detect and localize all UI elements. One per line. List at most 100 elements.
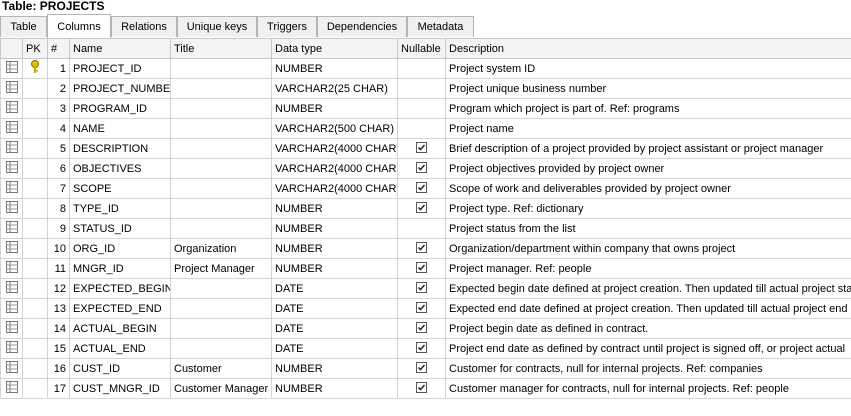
column-name: TYPE_ID xyxy=(69,198,171,219)
data-type: NUMBER xyxy=(271,258,398,279)
data-type: NUMBER xyxy=(271,58,398,79)
tab[interactable]: Columns xyxy=(47,14,111,39)
column-name: CUST_ID xyxy=(69,358,171,379)
data-type: VARCHAR2(4000 CHAR) xyxy=(271,138,398,159)
tab[interactable]: Table xyxy=(0,16,47,37)
row-number: 3 xyxy=(47,98,70,119)
tab[interactable]: Unique keys xyxy=(177,16,257,37)
data-type: VARCHAR2(25 CHAR) xyxy=(271,78,398,99)
column-name: NAME xyxy=(69,118,171,139)
row-icon-cell xyxy=(0,178,23,199)
nullable-cell xyxy=(397,198,446,219)
tab[interactable]: Dependencies xyxy=(317,16,407,37)
header-row: PK # Name Title Data type Nullable Description xyxy=(0,38,851,59)
data-type: DATE xyxy=(271,318,398,339)
pk-cell xyxy=(22,138,48,159)
column-description: Project begin date as defined in contrac… xyxy=(445,318,851,339)
data-type: VARCHAR2(4000 CHAR) xyxy=(271,158,398,179)
row-icon-cell xyxy=(0,218,23,239)
row-icon-cell xyxy=(0,198,23,219)
row-icon-cell xyxy=(0,138,23,159)
grid-row: 6 OBJECTIVES VARCHAR2(4000 CHAR) Project ob… xyxy=(0,158,851,179)
column-description: Brief description of a project provided … xyxy=(445,138,851,159)
pk-cell xyxy=(22,378,48,399)
grid-row: 9 STATUS_ID NUMBER Project status from the … xyxy=(0,218,851,239)
column-icon xyxy=(5,141,18,153)
nullable-cell xyxy=(397,158,446,179)
grid-row: 10 ORG_ID Organization NUMBER Organization/d… xyxy=(0,238,851,259)
pk-cell xyxy=(22,358,48,379)
nullable-cell xyxy=(397,218,446,239)
tab[interactable]: Triggers xyxy=(257,16,317,37)
nullable-cell xyxy=(397,378,446,399)
row-number: 14 xyxy=(47,318,70,339)
tab[interactable]: Metadata xyxy=(407,16,474,37)
column-title xyxy=(170,338,272,359)
pk-cell xyxy=(22,118,48,139)
grid-row: 5 DESCRIPTION VARCHAR2(4000 CHAR) Brief des… xyxy=(0,138,851,159)
nullable-checkbox xyxy=(416,241,427,253)
column-description: Scope of work and deliverables provided … xyxy=(445,178,851,199)
data-type: DATE xyxy=(271,338,398,359)
pk-cell xyxy=(22,198,48,219)
column-name: EXPECTED_END xyxy=(69,298,171,319)
grid-row: 7 SCOPE VARCHAR2(4000 CHAR) Scope of work a… xyxy=(0,178,851,199)
tab-bar: Table Columns Relations Unique keys Triggers… xyxy=(0,14,851,39)
nullable-cell xyxy=(397,98,446,119)
grid-row: 8 TYPE_ID NUMBER Project type. Ref: diction… xyxy=(0,198,851,219)
pk-cell xyxy=(22,218,48,239)
column-title xyxy=(170,198,272,219)
row-icon-cell xyxy=(0,358,23,379)
header-cell: Nullable xyxy=(397,38,446,59)
column-icon xyxy=(5,361,18,373)
column-icon xyxy=(5,181,18,193)
tab[interactable]: Relations xyxy=(111,16,177,37)
column-icon xyxy=(5,221,18,233)
column-description: Expected end date defined at project cre… xyxy=(445,298,851,319)
column-icon xyxy=(5,121,18,133)
column-description: Customer for contracts, null for interna… xyxy=(445,358,851,379)
column-name: DESCRIPTION xyxy=(69,138,171,159)
column-name: ACTUAL_BEGIN xyxy=(69,318,171,339)
column-title xyxy=(170,318,272,339)
column-title xyxy=(170,278,272,299)
pk-cell xyxy=(22,98,48,119)
nullable-checkbox xyxy=(416,341,427,353)
pk-cell xyxy=(22,238,48,259)
grid-row: 16 CUST_ID Customer NUMBER Customer for cont… xyxy=(0,358,851,379)
data-type: NUMBER xyxy=(271,98,398,119)
header-cell: # xyxy=(47,38,70,59)
nullable-checkbox xyxy=(416,301,427,313)
column-icon xyxy=(5,61,18,73)
column-title xyxy=(170,78,272,99)
data-type: NUMBER xyxy=(271,238,398,259)
column-description: Program which project is part of. Ref: p… xyxy=(445,98,851,119)
row-icon-cell xyxy=(0,118,23,139)
pk-cell xyxy=(22,278,48,299)
header-cell xyxy=(0,38,23,59)
row-icon-cell xyxy=(0,98,23,119)
column-title: Organization xyxy=(170,238,272,259)
column-icon xyxy=(5,81,18,93)
column-name: PROJECT_NUMBER xyxy=(69,78,171,99)
column-name: ORG_ID xyxy=(69,238,171,259)
data-type: NUMBER xyxy=(271,218,398,239)
column-description: Project unique business number xyxy=(445,78,851,99)
column-name: MNGR_ID xyxy=(69,258,171,279)
grid-row: 3 PROGRAM_ID NUMBER Program which project i… xyxy=(0,98,851,119)
data-type: NUMBER xyxy=(271,378,398,399)
row-number: 5 xyxy=(47,138,70,159)
nullable-checkbox xyxy=(416,361,427,373)
row-number: 8 xyxy=(47,198,70,219)
row-number: 7 xyxy=(47,178,70,199)
pk-cell xyxy=(22,178,48,199)
data-type: NUMBER xyxy=(271,358,398,379)
row-number: 6 xyxy=(47,158,70,179)
row-number: 4 xyxy=(47,118,70,139)
column-description: Project end date as defined by contract … xyxy=(445,338,851,359)
column-title: Project Manager xyxy=(170,258,272,279)
column-name: SCOPE xyxy=(69,178,171,199)
column-icon xyxy=(5,201,18,213)
header-cell: Title xyxy=(170,38,272,59)
nullable-checkbox xyxy=(416,281,427,293)
